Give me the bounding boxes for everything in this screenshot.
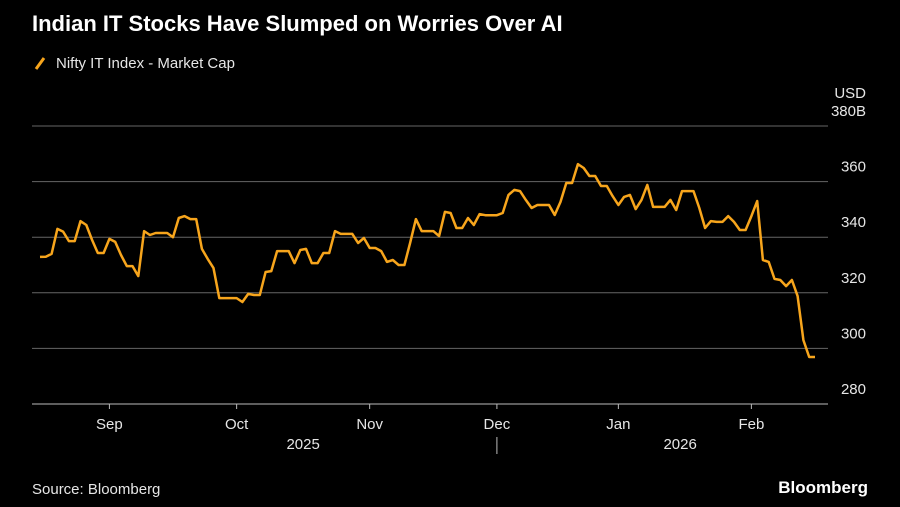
line-series bbox=[39, 162, 815, 359]
y-tick-label: 380B bbox=[831, 103, 866, 120]
year-label: 2025 bbox=[286, 436, 319, 453]
x-tick-label: Oct bbox=[225, 416, 249, 433]
y-tick-label: 340 bbox=[841, 214, 866, 231]
y-unit: USD bbox=[834, 85, 866, 102]
legend-label: Nifty IT Index - Market Cap bbox=[56, 55, 235, 72]
y-tick-label: 300 bbox=[841, 325, 866, 342]
chart-title: Indian IT Stocks Have Slumped on Worries… bbox=[32, 11, 563, 36]
x-tick-label: Nov bbox=[356, 416, 383, 433]
x-tick-label: Sep bbox=[96, 416, 123, 433]
x-tick-label: Dec bbox=[484, 416, 511, 433]
year-label: 2026 bbox=[663, 436, 696, 453]
source: Source: Bloomberg bbox=[32, 481, 160, 498]
x-tick-label: Jan bbox=[606, 416, 630, 433]
brand: Bloomberg bbox=[778, 478, 868, 497]
y-tick-label: 320 bbox=[841, 270, 866, 287]
y-tick-label: 360 bbox=[841, 159, 866, 176]
legend-swatch bbox=[34, 57, 46, 70]
x-tick-label: Feb bbox=[738, 416, 764, 433]
y-tick-label: 280 bbox=[841, 381, 866, 398]
